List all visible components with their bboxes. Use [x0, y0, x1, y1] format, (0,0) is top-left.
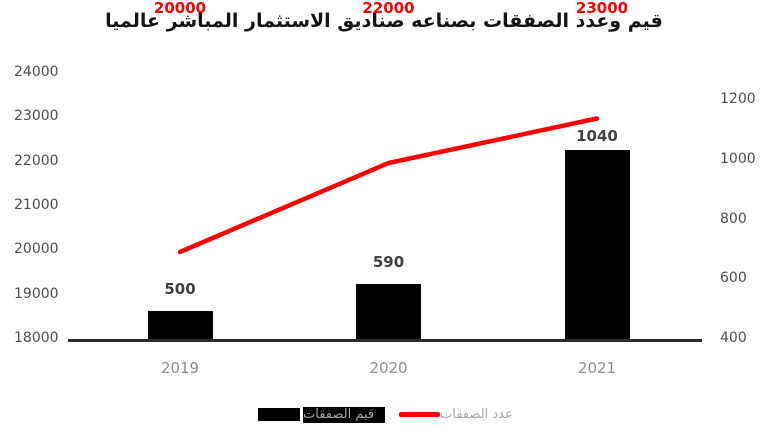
- right-axis-tick-label: 1000: [720, 150, 756, 167]
- left-axis-tick-label: 19000: [14, 285, 59, 302]
- line-value-label: 20000: [153, 0, 207, 17]
- left-axis-tick-label: 22000: [14, 152, 59, 169]
- line-series-path: [177, 116, 600, 255]
- legend-label-bar-series: قيم الصفقات: [303, 407, 385, 423]
- line-value-label: 23000: [575, 0, 629, 17]
- left-axis-tick-label: 24000: [14, 64, 59, 80]
- left-axis-tick-label: 18000: [14, 330, 59, 346]
- line-value-label: 22000: [362, 0, 415, 17]
- left-axis-tick-label: 21000: [14, 197, 59, 213]
- left-axis-tick-label: 20000: [14, 241, 59, 258]
- right-axis-tick-label: 400: [720, 330, 747, 346]
- x-axis-line: [68, 339, 702, 342]
- bar-2021: [564, 149, 630, 341]
- left-axis-tick-label: 23000: [14, 108, 59, 125]
- legend-label-line-series: عدد الصفقات: [440, 407, 513, 422]
- chart-title: قيم وعدد الصفقات بصناعه صناديق الاستثمار…: [105, 10, 663, 32]
- x-axis-label-2019: 2019: [160, 359, 200, 377]
- bar-2020: [356, 284, 421, 341]
- x-axis-label-2021: 2021: [577, 359, 617, 377]
- right-axis-tick-label: 600: [720, 270, 747, 287]
- bar-value-label: 590: [372, 253, 405, 272]
- bar-value-label: 500: [164, 280, 196, 299]
- right-axis-tick-label: 1200: [720, 91, 756, 107]
- right-axis-tick-label: 800: [720, 210, 747, 227]
- bar-series-swatch-icon: [258, 408, 300, 421]
- line-series-swatch-icon: [399, 412, 440, 417]
- bar-value-label: 1040: [576, 126, 618, 145]
- x-axis-label-2020: 2020: [369, 359, 408, 377]
- bar-2019: [147, 311, 213, 341]
